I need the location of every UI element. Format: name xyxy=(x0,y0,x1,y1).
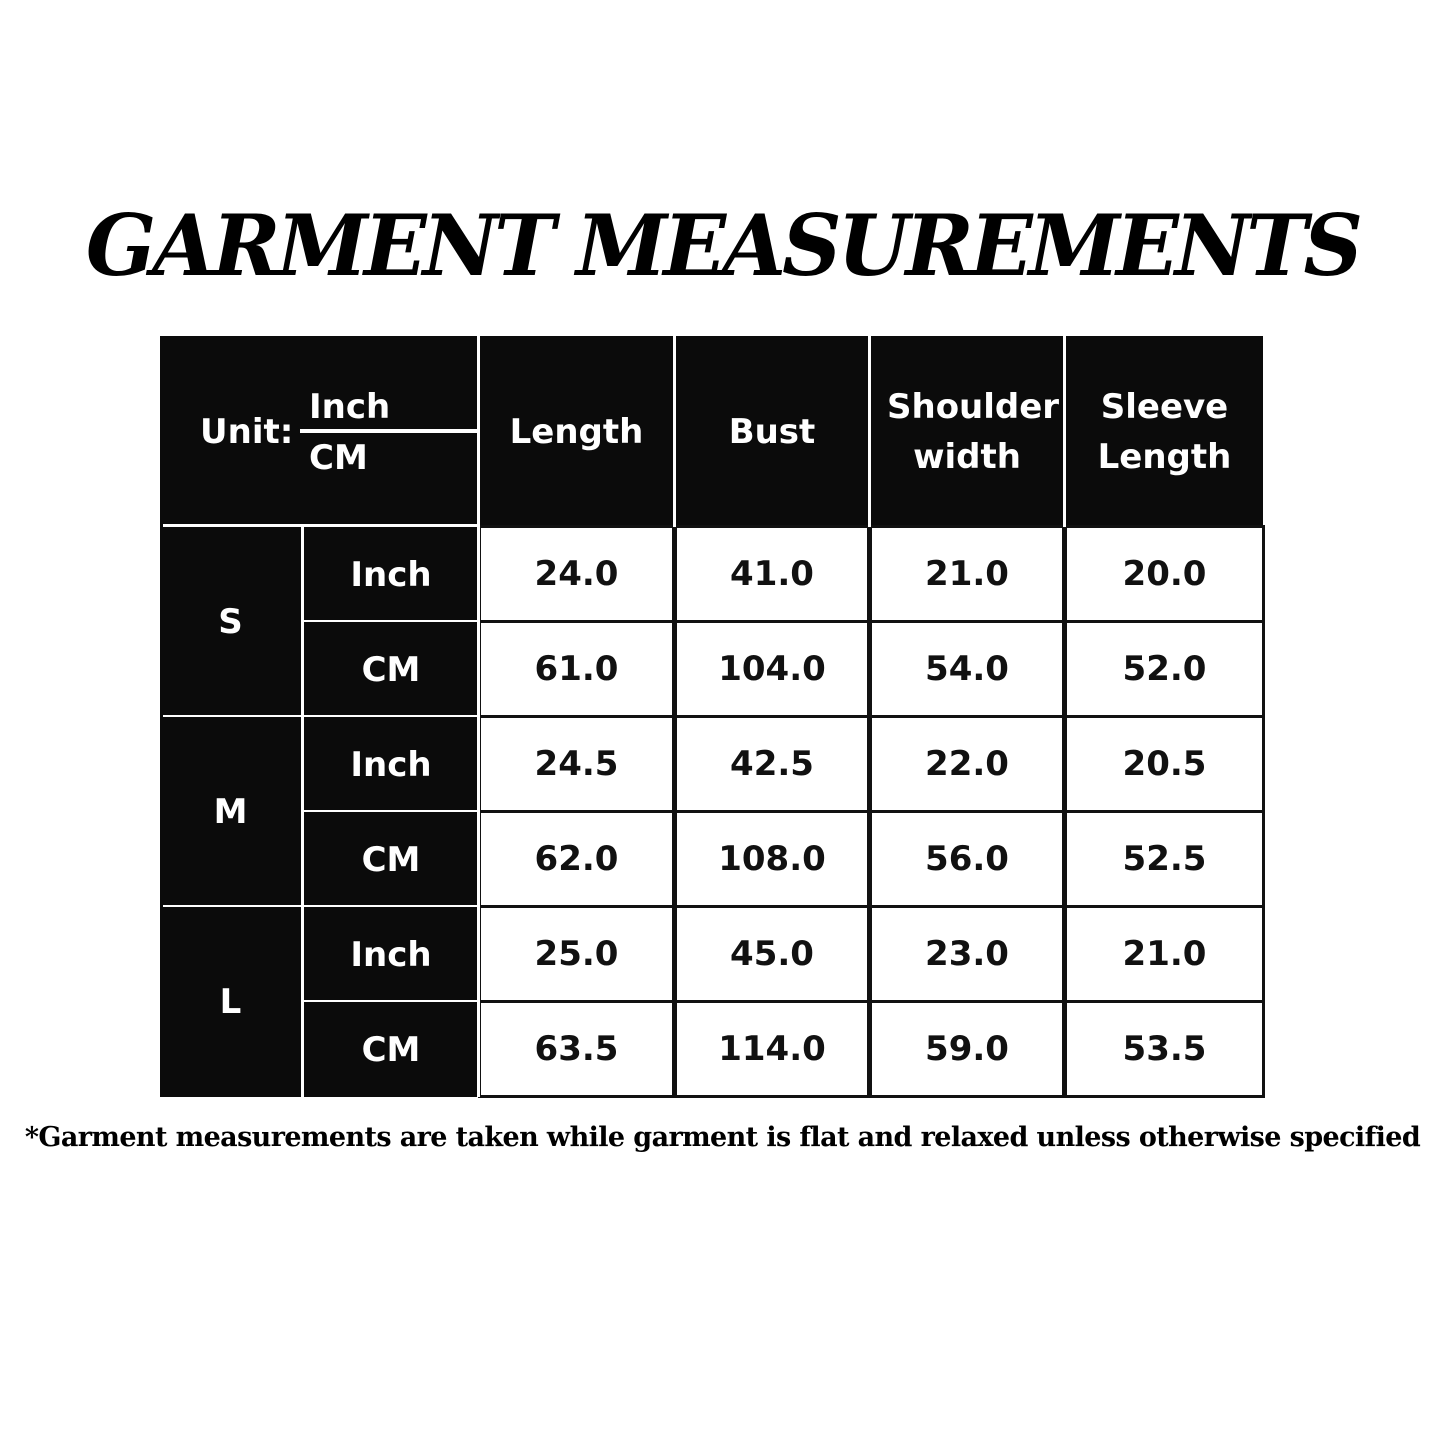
measurement-cell: 45.0 xyxy=(674,905,870,1003)
unit-top-label: Inch xyxy=(309,387,391,427)
header-divider xyxy=(163,524,478,528)
column-header-label: Bust xyxy=(728,411,816,452)
header-column-divider xyxy=(868,336,871,527)
measurement-cell: 114.0 xyxy=(674,1000,870,1098)
unit-bottom-label: CM xyxy=(309,438,368,478)
measurement-cell: 24.0 xyxy=(478,525,675,623)
measurement-cell: 21.0 xyxy=(1064,905,1265,1003)
unit-row-label: Inch xyxy=(304,527,478,622)
size-label: S xyxy=(160,527,301,717)
unit-row-label: CM xyxy=(304,1002,478,1097)
measurement-cell: 61.0 xyxy=(478,620,675,718)
unit-row-label: Inch xyxy=(304,907,478,1002)
measurement-cell: 108.0 xyxy=(674,810,870,908)
column-header: Sleeve Length xyxy=(1066,336,1263,527)
column-header: Bust xyxy=(676,336,868,527)
footnote: *Garment measurements are taken while ga… xyxy=(24,1122,1421,1153)
size-label: M xyxy=(160,717,301,907)
measurement-cell: 52.0 xyxy=(1064,620,1265,718)
measurement-cell: 52.5 xyxy=(1064,810,1265,908)
measurement-cell: 25.0 xyxy=(478,905,675,1003)
column-header-label: Sleeve Length xyxy=(1097,386,1232,477)
measurement-cell: 20.5 xyxy=(1064,715,1265,813)
size-column-divider xyxy=(301,527,304,1097)
measurement-cell: 24.5 xyxy=(478,715,675,813)
header-column-divider xyxy=(477,336,480,1097)
measurement-cell: 56.0 xyxy=(869,810,1065,908)
unit-row-label: CM xyxy=(304,812,478,907)
measurement-cell: 59.0 xyxy=(869,1000,1065,1098)
unit-row-label: Inch xyxy=(304,717,478,812)
measurement-cell: 62.0 xyxy=(478,810,675,908)
column-header-label: Length xyxy=(509,411,644,452)
measurement-cell: 53.5 xyxy=(1064,1000,1265,1098)
measurement-cell: 41.0 xyxy=(674,525,870,623)
measurement-cell: 42.5 xyxy=(674,715,870,813)
measurement-cell: 20.0 xyxy=(1064,525,1265,623)
column-header: Length xyxy=(480,336,673,527)
header-column-divider xyxy=(673,336,676,527)
page-title: GARMENT MEASUREMENTS xyxy=(85,196,1363,295)
unit-label: Unit: xyxy=(200,412,294,452)
measurement-cell: 54.0 xyxy=(869,620,1065,718)
unit-row-label: CM xyxy=(304,622,478,717)
size-label: L xyxy=(160,907,301,1097)
unit-divider xyxy=(300,429,478,433)
header-column-divider xyxy=(1063,336,1066,527)
measurement-cell: 21.0 xyxy=(869,525,1065,623)
measurement-cell: 104.0 xyxy=(674,620,870,718)
measurement-cell: 22.0 xyxy=(869,715,1065,813)
measurement-cell: 63.5 xyxy=(478,1000,675,1098)
measurement-cell: 23.0 xyxy=(869,905,1065,1003)
column-header-label: Shoulder width xyxy=(887,386,1060,477)
column-header: Shoulder width xyxy=(871,336,1063,527)
